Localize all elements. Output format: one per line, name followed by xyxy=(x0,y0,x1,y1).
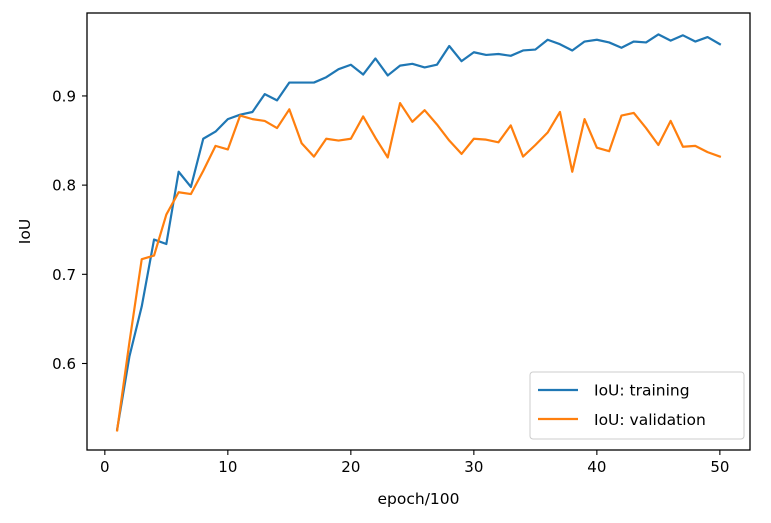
x-axis-label: epoch/100 xyxy=(377,490,459,508)
y-axis-label: IoU xyxy=(16,219,34,244)
x-tick-label: 50 xyxy=(710,458,729,476)
legend-box xyxy=(529,371,745,440)
y-axis: 0.6 0.7 0.8 0.9 xyxy=(52,87,87,373)
x-tick-label: 0 xyxy=(100,458,110,476)
series-line-1 xyxy=(115,101,722,432)
y-tick-label: 0.6 xyxy=(52,355,76,373)
y-tick-label: 0.8 xyxy=(52,177,76,195)
legend-label-validation: IoU: validation xyxy=(594,411,706,429)
x-tick-label: 20 xyxy=(341,458,360,476)
x-tick-label: 40 xyxy=(587,458,606,476)
y-tick-label: 0.9 xyxy=(52,87,76,105)
x-tick-label: 10 xyxy=(218,458,237,476)
x-tick-label: 30 xyxy=(464,458,483,476)
legend: IoU: training IoU: validation xyxy=(529,371,745,440)
series-line-0 xyxy=(115,33,722,431)
y-tick-label: 0.7 xyxy=(52,266,76,284)
x-axis: 0 10 20 30 40 50 xyxy=(100,450,729,476)
series-layer xyxy=(115,33,722,432)
legend-label-training: IoU: training xyxy=(594,382,690,400)
plot-frame xyxy=(86,12,751,451)
